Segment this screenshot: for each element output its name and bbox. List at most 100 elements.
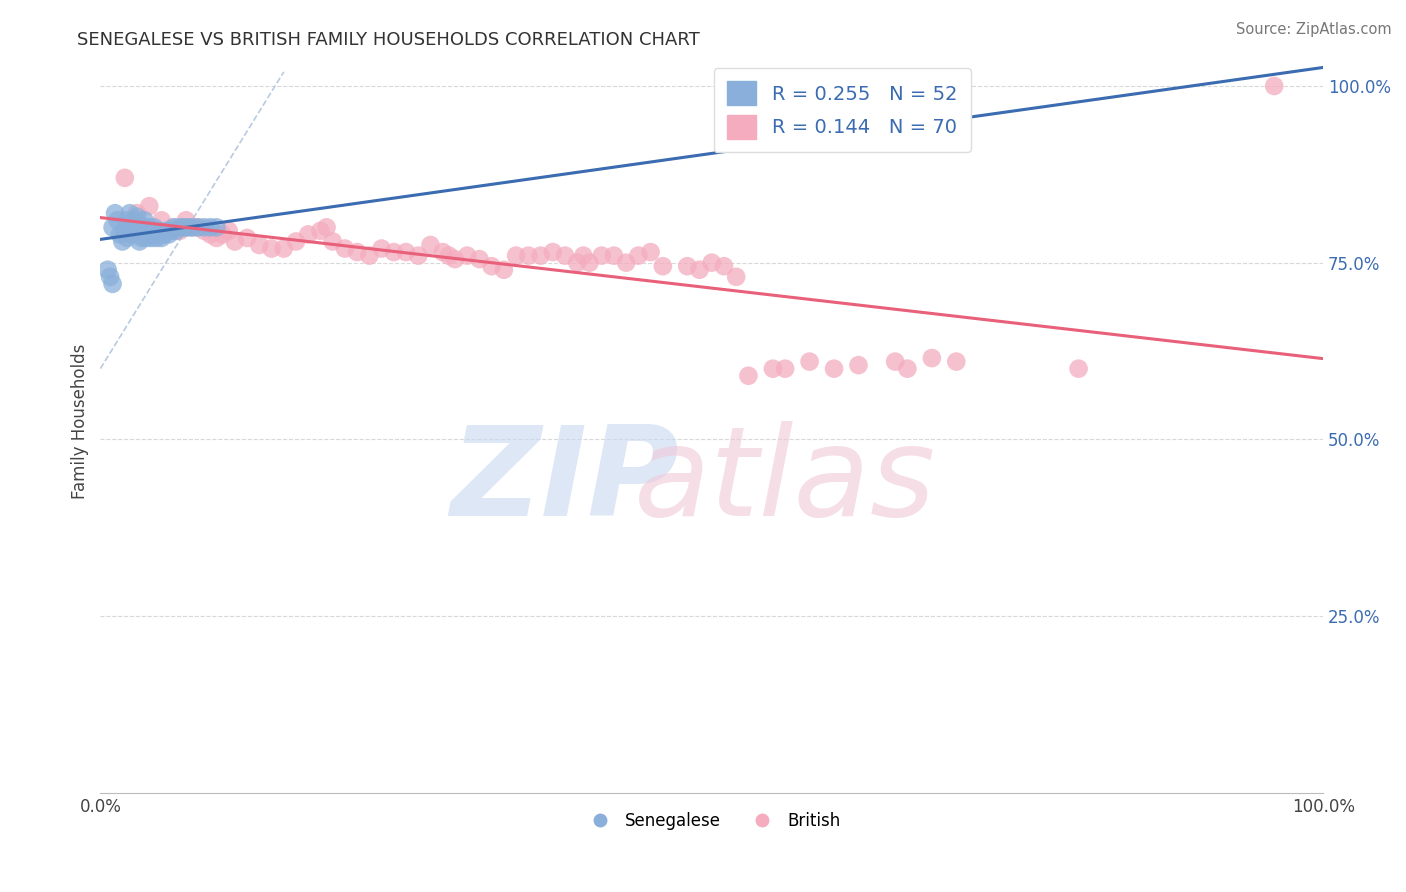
Point (200, 227, 222, 242)
Point (273, 242, 295, 256)
Point (155, 224, 177, 238)
Point (419, 238, 441, 252)
Point (554, 249, 576, 263)
Point (153, 227, 176, 242)
Point (169, 220, 191, 235)
Point (432, 245, 454, 260)
Point (437, 249, 460, 263)
Point (505, 249, 527, 263)
Point (141, 231, 163, 245)
Point (603, 249, 626, 263)
Point (823, 361, 845, 376)
Text: atlas: atlas (634, 420, 936, 541)
Point (101, 277, 124, 291)
Point (468, 252, 491, 267)
Point (322, 235, 344, 249)
Point (517, 249, 540, 263)
Point (725, 269, 748, 284)
Point (128, 235, 150, 249)
Point (382, 245, 405, 260)
Point (773, 361, 796, 376)
Point (125, 206, 148, 220)
Point (165, 224, 187, 238)
Point (529, 249, 551, 263)
Point (492, 262, 515, 277)
Point (174, 213, 197, 227)
Point (124, 213, 146, 227)
Point (135, 231, 157, 245)
Point (591, 249, 613, 263)
Point (236, 231, 259, 245)
Point (138, 220, 160, 235)
Point (131, 224, 153, 238)
Text: ZIP: ZIP (451, 420, 679, 541)
Point (97, 262, 120, 277)
Point (945, 354, 967, 368)
Point (346, 245, 368, 260)
Point (160, 224, 183, 238)
Point (134, 220, 156, 235)
Point (799, 354, 821, 368)
Point (143, 220, 166, 235)
Point (572, 249, 595, 263)
Point (578, 255, 600, 269)
Point (640, 245, 662, 260)
Point (456, 249, 478, 263)
Point (121, 220, 143, 235)
Point (181, 220, 204, 235)
Point (121, 227, 143, 242)
Point (200, 220, 222, 235)
Y-axis label: Family Households: Family Households (72, 344, 89, 500)
Point (128, 227, 150, 242)
Text: Source: ZipAtlas.com: Source: ZipAtlas.com (1236, 22, 1392, 37)
Point (205, 220, 228, 235)
Point (138, 224, 160, 238)
Point (125, 210, 148, 224)
Point (181, 220, 204, 235)
Point (135, 227, 157, 242)
Text: SENEGALESE VS BRITISH FAMILY HOUSEHOLDS CORRELATION CHART: SENEGALESE VS BRITISH FAMILY HOUSEHOLDS … (77, 31, 700, 49)
Point (481, 259, 503, 273)
Point (193, 224, 215, 238)
Point (114, 170, 136, 185)
Point (1067, 361, 1090, 376)
Point (193, 220, 215, 235)
Point (179, 220, 201, 235)
Point (444, 252, 467, 267)
Point (145, 231, 167, 245)
Point (224, 235, 246, 249)
Point (884, 354, 907, 368)
Point (211, 227, 233, 242)
Point (700, 255, 723, 269)
Point (297, 227, 319, 242)
Point (134, 213, 156, 227)
Point (627, 249, 650, 263)
Point (260, 242, 283, 256)
Point (848, 358, 870, 372)
Point (150, 213, 173, 227)
Point (143, 224, 166, 238)
Point (108, 227, 131, 242)
Point (118, 206, 141, 220)
Point (689, 262, 711, 277)
Point (333, 242, 356, 256)
Point (187, 220, 209, 235)
Point (1263, 78, 1285, 93)
Point (567, 255, 589, 269)
Point (541, 245, 564, 260)
Point (125, 220, 148, 235)
Point (395, 245, 418, 260)
Point (737, 368, 759, 383)
Point (651, 259, 673, 273)
Point (173, 220, 195, 235)
Point (138, 199, 160, 213)
Point (169, 224, 191, 238)
Point (713, 259, 735, 273)
Point (145, 227, 167, 242)
Point (174, 220, 197, 235)
Point (614, 255, 637, 269)
Point (107, 213, 129, 227)
Point (141, 227, 163, 242)
Point (218, 224, 240, 238)
Point (98, 269, 121, 284)
